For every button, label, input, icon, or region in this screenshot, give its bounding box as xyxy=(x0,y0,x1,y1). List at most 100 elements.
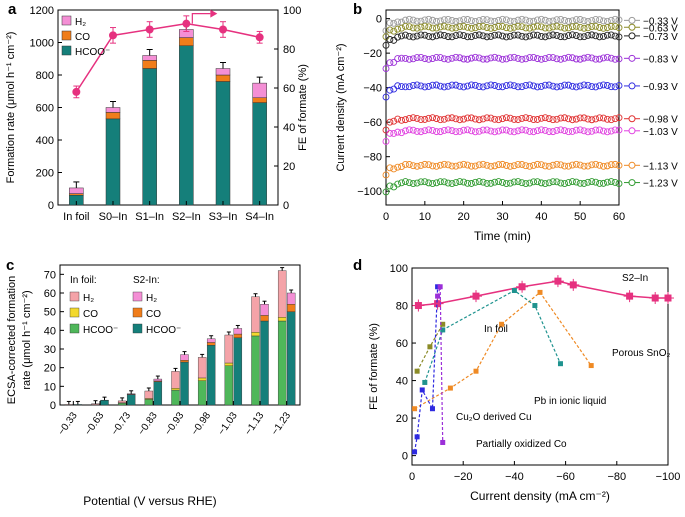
panel-c-xtick-label-5: −0.98 xyxy=(190,410,214,437)
panel-b-point-0-26 xyxy=(483,16,491,24)
panel-c-bar-foil-5-1 xyxy=(197,377,207,381)
panel-b-point-1-31 xyxy=(502,24,510,32)
panel-b-point-3-55 xyxy=(596,55,604,63)
panel-a-y2-tick-label-2: 40 xyxy=(283,122,295,134)
panel-b-point-1-34 xyxy=(514,22,522,30)
panel-b-point-5-34 xyxy=(514,116,522,124)
panel-b-point-4-4 xyxy=(398,83,405,91)
panel-b-point-7-51 xyxy=(580,162,588,170)
panel-b-point-5-35 xyxy=(518,115,526,122)
panel-c-legend-s2-title: S2-In: xyxy=(133,275,160,286)
panel-b-point-8-51 xyxy=(580,180,588,187)
panel-a-y2label: FE of formate (%) xyxy=(297,64,309,151)
panel-c-bar-foil-4-1 xyxy=(171,388,180,391)
panel-d-point-2-1 xyxy=(447,385,453,391)
panel-b-point-6-8 xyxy=(413,128,421,135)
panel-a-xtick-label-3: S2–In xyxy=(172,211,201,223)
panel-d-point-4-2 xyxy=(419,387,425,393)
panel-d-letter: d xyxy=(353,257,362,274)
panel-b-point-8-20 xyxy=(460,178,468,186)
panel-b-point-6-20 xyxy=(460,126,468,134)
panel-c-legend-s2-label-0: H₂ xyxy=(146,293,157,304)
panel-c-xtick-label-4: −0.93 xyxy=(163,410,187,437)
panel-b-point-5-49 xyxy=(572,115,580,123)
panel-b-legend-label-6: −1.03 V xyxy=(643,127,678,138)
panel-b-point-3-10 xyxy=(421,55,429,63)
panel-b-point-5-3 xyxy=(394,115,402,123)
panel-b-point-8-60 xyxy=(615,180,623,187)
panel-c-bar-s2-5-2 xyxy=(206,338,216,343)
panel-a-bar-1-0 xyxy=(105,118,121,206)
panel-b-point-6-53 xyxy=(588,127,596,135)
panel-c-bar-s2-8-0 xyxy=(286,311,296,406)
panel-d-y-tick-label-5: 100 xyxy=(390,263,408,275)
panel-b-y-tick-label-4: −80 xyxy=(363,152,382,164)
panel-c-bar-s2-0-0 xyxy=(73,404,83,406)
panel-c-bar-foil-5-0 xyxy=(197,380,207,406)
panel-b-point-7-47 xyxy=(565,162,572,170)
panel-b-point-6-29 xyxy=(495,127,503,135)
panel-d-point-4-3 xyxy=(429,406,435,412)
panel-b-legend-marker-0 xyxy=(628,16,636,24)
panel-b-point-4-39 xyxy=(534,83,541,91)
panel-b-point-7-38 xyxy=(530,162,538,169)
panel-c-xtick-label-1: −0.63 xyxy=(83,410,107,437)
panel-b-point-2-27 xyxy=(487,33,495,40)
panel-b-point-7-57 xyxy=(603,162,611,170)
panel-b-y-tick-label-5: −100 xyxy=(357,186,382,198)
panel-b-point-1-3 xyxy=(394,25,402,33)
panel-b-point-0-31 xyxy=(502,16,510,24)
panel-d-point-3-0 xyxy=(422,379,428,385)
panel-b-point-5-57 xyxy=(603,115,611,123)
panel-b-point-2-28 xyxy=(491,31,499,39)
panel-b-point-4-44 xyxy=(553,83,561,91)
panel-b-point-1-14 xyxy=(436,23,444,31)
panel-b-point-4-34 xyxy=(514,83,522,91)
panel-b-point-6-40 xyxy=(537,126,545,134)
panel-b-point-4-8 xyxy=(413,81,421,89)
panel-d-y-tick-label-4: 80 xyxy=(396,301,408,313)
panel-a-fe-point-1 xyxy=(109,31,117,40)
panel-d-point-2-5 xyxy=(588,363,594,369)
panel-b-point-4-52 xyxy=(584,81,592,89)
panel-b-point-6-36 xyxy=(522,126,530,134)
panel-b-point-2-41 xyxy=(541,33,549,41)
panel-b-point-2-46 xyxy=(561,33,569,41)
panel-c-y-tick-label-1: 10 xyxy=(44,381,56,393)
panel-b-point-1-45 xyxy=(557,23,565,31)
panel-b-point-1-41 xyxy=(541,24,549,32)
panel-b-point-0-32 xyxy=(506,17,514,25)
panel-b-point-8-22 xyxy=(467,180,475,187)
panel-b-legend-label-3: −0.83 V xyxy=(643,54,678,65)
panel-b-legend-marker-8 xyxy=(628,179,636,187)
panel-b-legend-label-2: −0.73 V xyxy=(643,32,678,43)
panel-c-bar-s2-6-1 xyxy=(233,333,243,339)
panel-a-bar-5-1 xyxy=(252,97,267,103)
panel-d-point-1-1 xyxy=(427,344,433,350)
panel-b-point-0-47 xyxy=(565,17,572,25)
panel-c-bar-foil-8-0 xyxy=(277,320,287,406)
panel-b-point-7-5 xyxy=(401,161,409,168)
panel-b-point-3-1 xyxy=(386,59,394,67)
panel-b-legend-label-4: −0.93 V xyxy=(643,82,678,93)
panel-b-point-6-52 xyxy=(584,128,592,136)
panel-b-point-6-44 xyxy=(553,126,561,134)
panel-b-point-4-29 xyxy=(495,83,503,91)
panel-b-point-0-9 xyxy=(417,17,425,25)
panel-b-y-tick-label-3: −60 xyxy=(363,117,382,129)
panel-b-point-2-20 xyxy=(460,32,468,40)
panel-d-point-0-7 xyxy=(651,294,659,302)
panel-b-point-4-5 xyxy=(401,83,409,91)
panel-c-legend-foil-swatch-1 xyxy=(69,307,80,318)
panel-b-point-5-50 xyxy=(576,114,584,122)
panel-d-point-4-4 xyxy=(435,284,441,290)
panel-d-point-5-0 xyxy=(435,293,441,299)
panel-c-bar-s2-4-0 xyxy=(180,361,189,406)
panel-b-point-0-18 xyxy=(452,17,460,25)
panel-b-point-2-0 xyxy=(382,41,390,49)
panel-b-point-7-12 xyxy=(429,162,437,170)
panel-b-point-7-43 xyxy=(549,161,557,169)
panel-b-point-1-52 xyxy=(584,24,592,32)
panel-c-legend-s2-swatch-1 xyxy=(132,307,143,318)
panel-b-point-4-60 xyxy=(615,82,623,90)
